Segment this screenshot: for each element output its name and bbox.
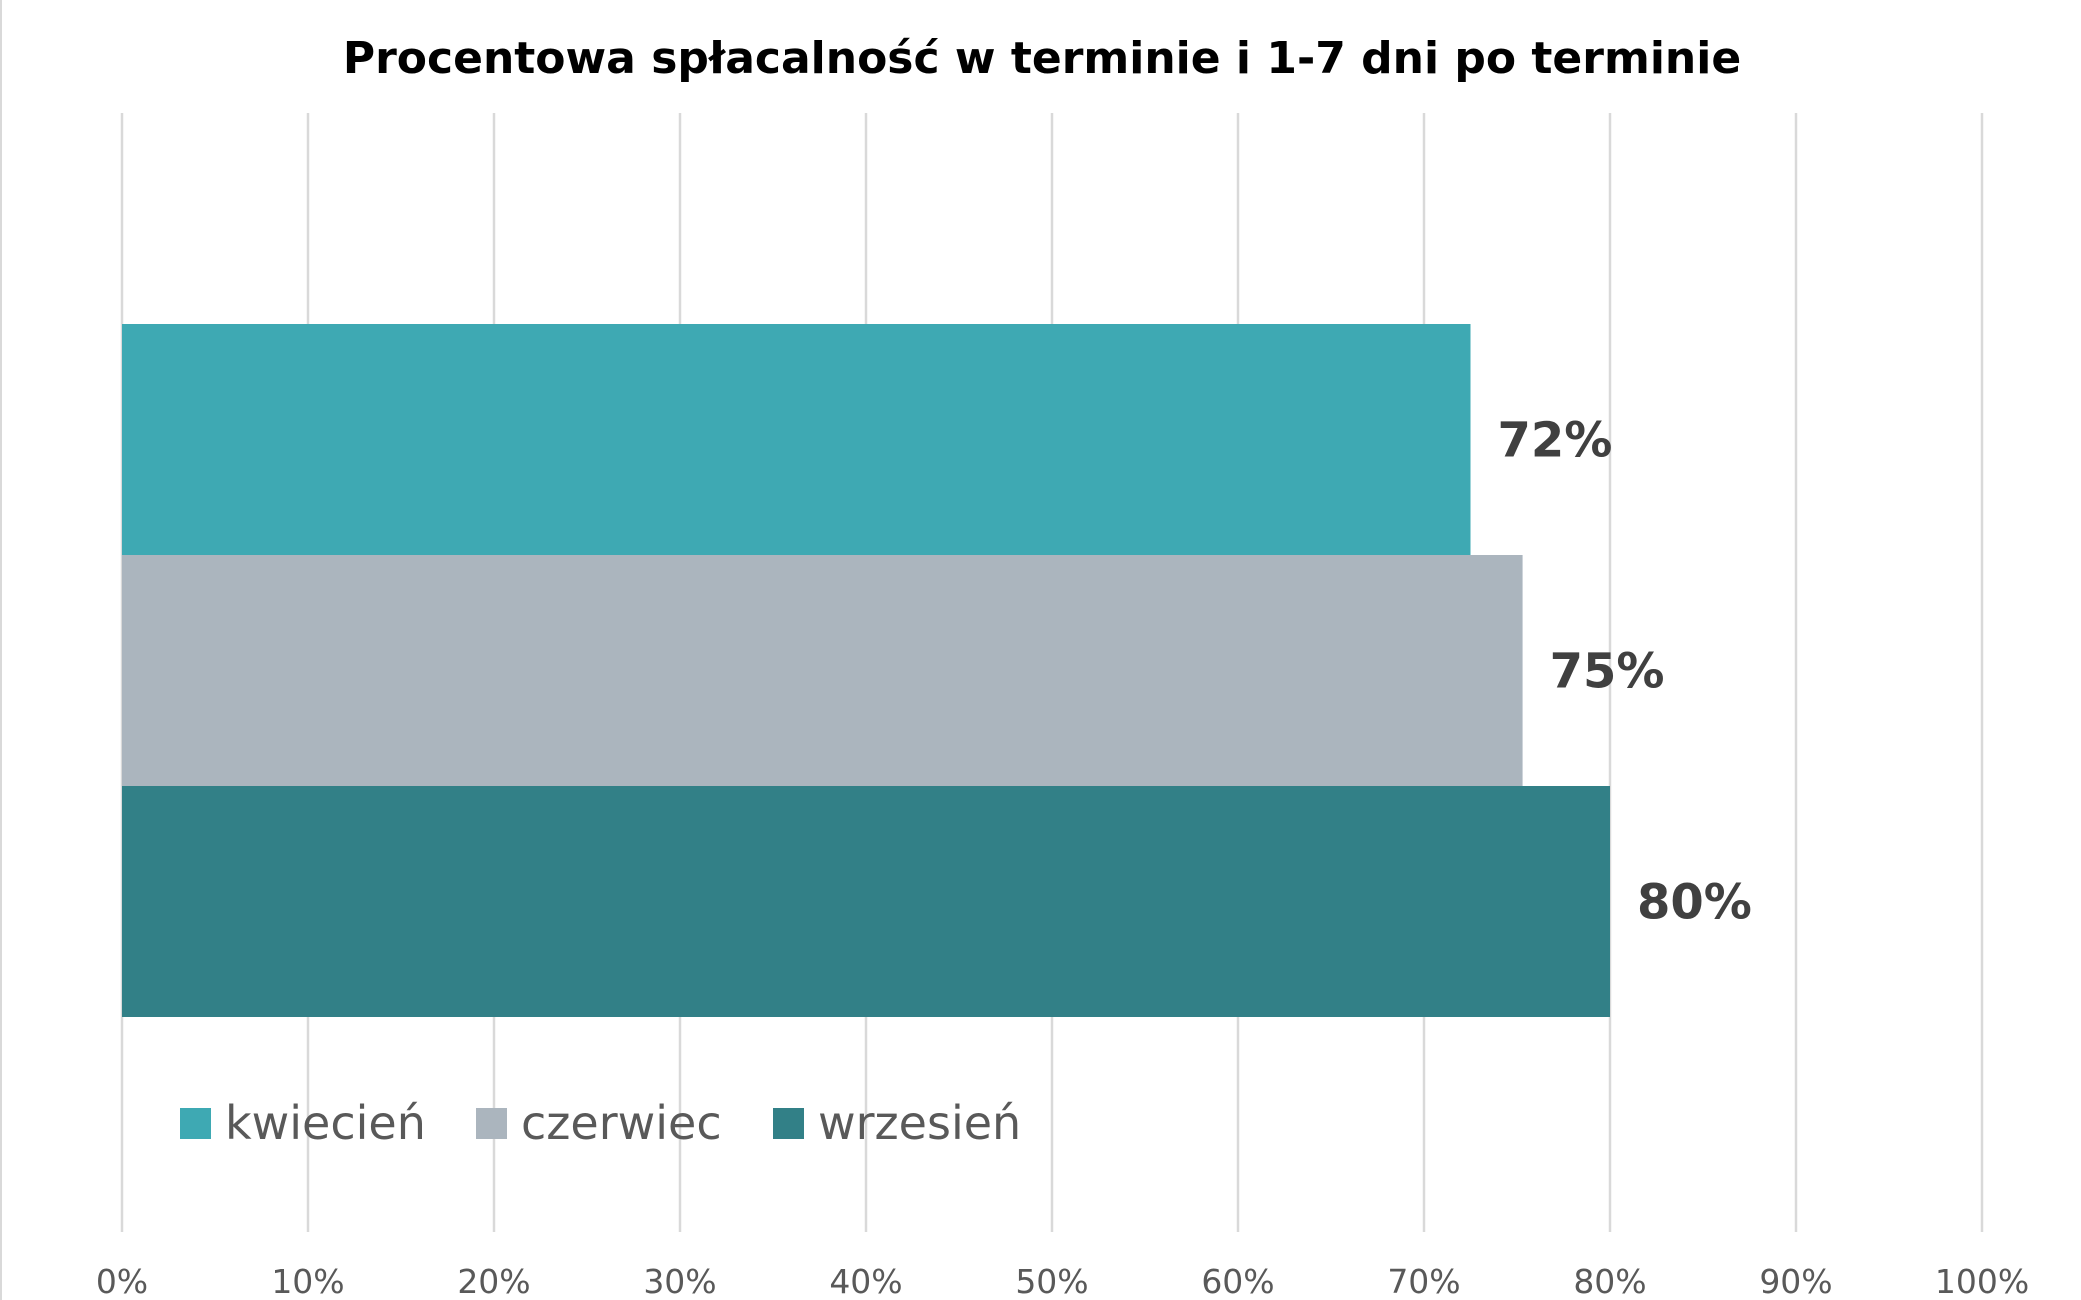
bars: [122, 324, 1610, 1017]
data-label: 72%: [1498, 413, 1613, 469]
legend-label: kwiecień: [225, 1096, 426, 1150]
x-tick-label: 70%: [1387, 1262, 1460, 1300]
legend-swatch: [476, 1108, 507, 1139]
legend-swatch: [180, 1108, 211, 1139]
x-axis-ticks: 0% 10% 20% 30% 40% 50% 60% 70% 80% 90% 100%: [96, 1262, 2029, 1300]
bar-1: [122, 324, 1471, 555]
legend-swatch: [773, 1108, 804, 1139]
legend-label: czerwiec: [521, 1096, 722, 1150]
x-tick-label: 90%: [1759, 1262, 1832, 1300]
x-tick-label: 10%: [271, 1262, 344, 1300]
legend: kwiecień czerwiec wrzesień: [180, 1096, 1021, 1150]
chart-title: Procentowa spłacalność w terminie i 1-7 …: [343, 33, 1741, 84]
x-tick-label: 40%: [829, 1262, 902, 1300]
x-tick-label: 60%: [1201, 1262, 1274, 1300]
data-label: 80%: [1637, 875, 1752, 931]
data-label: 75%: [1550, 644, 1665, 700]
x-tick-label: 30%: [643, 1262, 716, 1300]
x-tick-label: 50%: [1015, 1262, 1088, 1300]
legend-label: wrzesień: [818, 1096, 1021, 1150]
x-tick-label: 20%: [457, 1262, 530, 1300]
bar-2: [122, 555, 1523, 786]
bar-3: [122, 786, 1610, 1017]
data-labels: 72% 75% 80%: [1498, 413, 1752, 931]
x-tick-label: 100%: [1935, 1262, 2029, 1300]
x-tick-label: 0%: [96, 1262, 148, 1300]
x-tick-label: 80%: [1573, 1262, 1646, 1300]
